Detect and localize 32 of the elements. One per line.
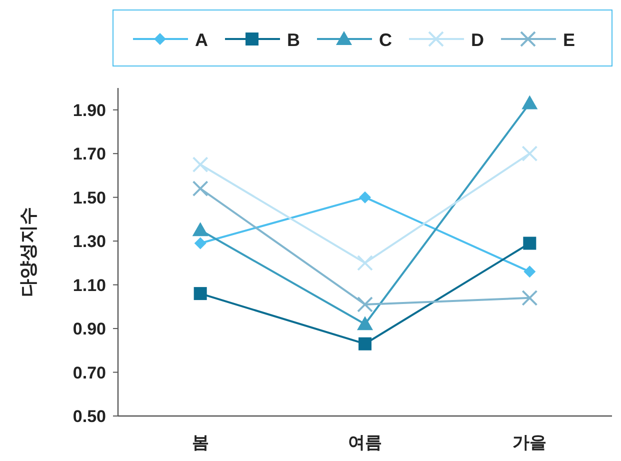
y-tick-label: 1.50	[72, 188, 106, 208]
y-tick-label: 1.10	[72, 276, 106, 295]
point	[359, 191, 371, 204]
y-tick-label: 0.50	[72, 407, 106, 426]
point	[357, 254, 373, 271]
legend-label: B	[287, 30, 300, 50]
point	[524, 266, 536, 278]
point	[357, 316, 373, 330]
point	[522, 146, 538, 162]
point	[194, 237, 206, 250]
y-tick-label: 1.70	[72, 144, 106, 164]
x-tick-label: 여름	[348, 433, 382, 452]
y-tick-label: 0.70	[72, 363, 106, 382]
legend-label: D	[471, 30, 484, 50]
x-tick-label: 가을	[512, 433, 547, 452]
y-axis-title: 다양성지수	[18, 207, 38, 297]
point	[192, 156, 208, 173]
point	[358, 337, 372, 350]
y-tick-label: 1.30	[72, 232, 106, 252]
point	[523, 236, 536, 250]
point	[522, 290, 538, 306]
legend-label: E	[563, 30, 576, 50]
point	[192, 180, 208, 197]
point	[522, 95, 538, 110]
point	[192, 222, 208, 236]
legend-label: C	[379, 30, 392, 50]
point	[357, 296, 373, 312]
point	[194, 287, 207, 300]
legend-label: A	[195, 30, 208, 50]
y-tick-label: 1.90	[72, 100, 106, 120]
y-tick-label: 0.90	[72, 320, 106, 339]
x-tick-label: 봄	[192, 433, 209, 452]
